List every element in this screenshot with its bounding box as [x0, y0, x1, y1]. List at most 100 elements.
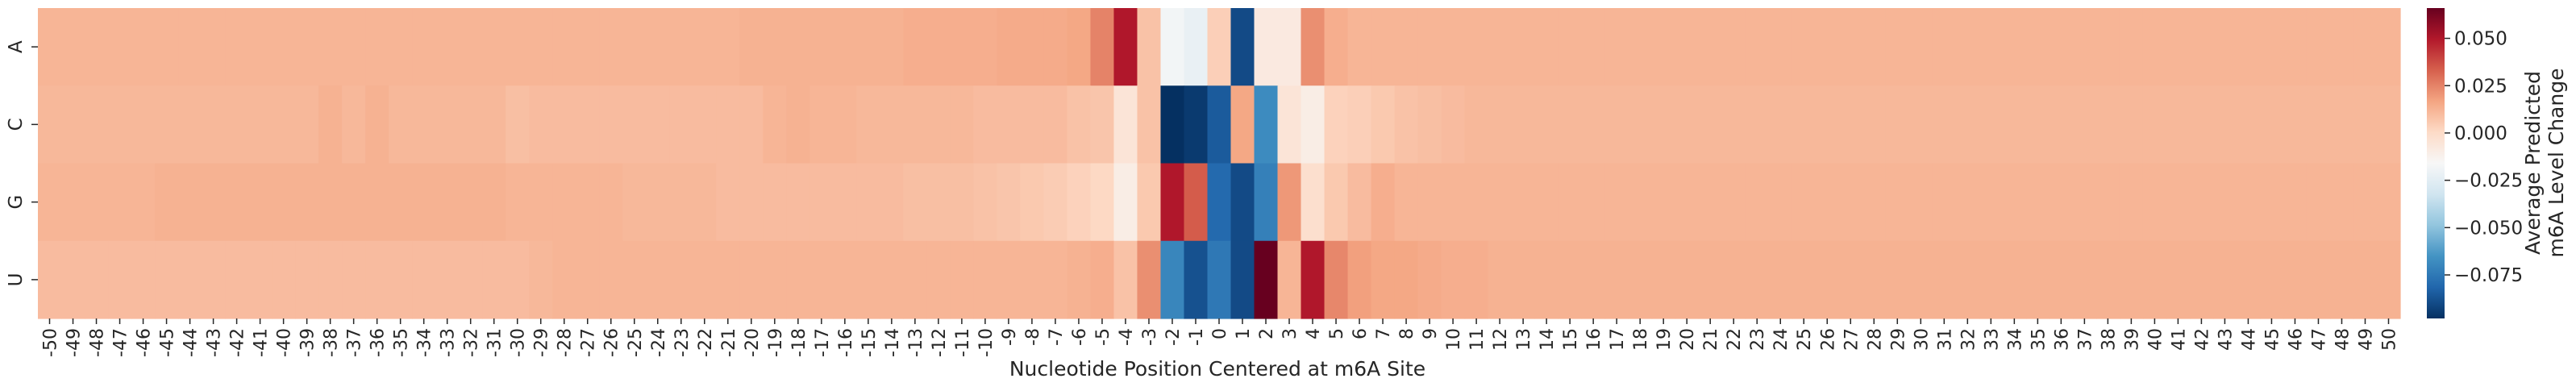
heatmap-cell: [1745, 8, 1770, 86]
heatmap-cell: [2119, 163, 2144, 242]
heatmap-cell: [2306, 8, 2331, 86]
heatmap-cell: [1113, 163, 1138, 242]
x-tick-label: -38: [322, 328, 342, 357]
heatmap-cell: [950, 8, 974, 86]
heatmap-cell: [2119, 85, 2144, 164]
heatmap-cell: [412, 85, 436, 164]
heatmap-cell: [576, 85, 600, 164]
heatmap-cell: [739, 163, 764, 242]
heatmap-cell: [61, 8, 85, 86]
heatmap-cell: [1932, 240, 1957, 319]
heatmap-cell: [131, 85, 156, 164]
heatmap-cell: [880, 85, 904, 164]
heatmap-cell: [1955, 163, 1980, 242]
heatmap-cell: [880, 163, 904, 242]
colorbar-label-line-2: m6A Level Change: [2545, 69, 2568, 258]
heatmap-cell: [1581, 85, 1606, 164]
heatmap-cell: [2259, 8, 2284, 86]
heatmap-cell: [38, 85, 62, 164]
heatmap-cell: [576, 240, 600, 319]
heatmap-cell: [1043, 8, 1068, 86]
heatmap-cell: [1815, 85, 1840, 164]
heatmap-cell: [1768, 240, 1793, 319]
heatmap-cell: [365, 240, 389, 319]
x-tick-label: -40: [275, 328, 295, 357]
heatmap-cell: [1254, 240, 1279, 319]
heatmap-cell: [1254, 85, 1279, 164]
heatmap-cell: [1838, 240, 1863, 319]
heatmap-cell: [1792, 8, 1817, 86]
heatmap-cell: [342, 240, 366, 319]
heatmap-cell: [1300, 163, 1325, 242]
heatmap-cell: [1160, 163, 1185, 242]
heatmap-cell: [1721, 163, 1746, 242]
heatmap-cell: [1675, 85, 1700, 164]
heatmap-cell: [2212, 85, 2237, 164]
heatmap-cell: [2236, 163, 2261, 242]
heatmap-cell: [786, 8, 810, 86]
heatmap-cell: [318, 8, 343, 86]
heatmap-cell: [2142, 85, 2167, 164]
heatmap-cell: [1207, 163, 1232, 242]
x-tick-label: 42: [2192, 328, 2212, 351]
x-tick-label: 38: [2099, 328, 2119, 351]
heatmap-cell: [389, 240, 413, 319]
heatmap-cell: [2306, 85, 2331, 164]
heatmap-cell: [1464, 8, 1489, 86]
heatmap-cell: [1347, 85, 1372, 164]
heatmap-cell: [809, 163, 834, 242]
heatmap-cell: [459, 163, 483, 242]
heatmap-cell: [1511, 85, 1536, 164]
x-tick-label: 30: [1912, 328, 1932, 351]
heatmap-cell: [365, 85, 389, 164]
heatmap-cell: [61, 163, 85, 242]
heatmap-cell: [1955, 8, 1980, 86]
heatmap-cell: [178, 85, 202, 164]
heatmap-cell: [2329, 240, 2354, 319]
heatmap-cell: [225, 240, 249, 319]
heatmap-cell: [1838, 163, 1863, 242]
x-tick-label: -20: [743, 328, 763, 357]
heatmap-cell: [295, 240, 319, 319]
heatmap-cell: [1160, 85, 1185, 164]
heatmap-cell: [926, 163, 951, 242]
x-tick-label: -9: [1000, 328, 1020, 346]
x-tick-label: -50: [41, 328, 61, 357]
x-tick-label: -41: [252, 328, 272, 357]
heatmap-cell: [622, 163, 647, 242]
heatmap-cell: [365, 8, 389, 86]
heatmap-cell: [622, 8, 647, 86]
heatmap-cell: [2353, 85, 2378, 164]
heatmap-cell: [2189, 240, 2214, 319]
heatmap-cell: [2002, 240, 2027, 319]
heatmap-cell: [856, 240, 880, 319]
heatmap-cell: [1604, 8, 1629, 86]
heatmap-cell: [435, 8, 460, 86]
heatmap-cell: [389, 8, 413, 86]
heatmap-cell: [1792, 85, 1817, 164]
heatmap-cell: [2002, 85, 2027, 164]
heatmap-cell: [155, 240, 179, 319]
heatmap-cell: [1721, 85, 1746, 164]
heatmap-cell: [1534, 8, 1559, 86]
heatmap-cell: [1371, 8, 1396, 86]
heatmap-cell: [1324, 85, 1349, 164]
heatmap-cell: [2306, 240, 2331, 319]
heatmap-cell: [763, 8, 787, 86]
heatmap-cell: [2189, 8, 2214, 86]
heatmap-cell: [1300, 85, 1325, 164]
heatmap-cell: [61, 240, 85, 319]
x-tick-label: 22: [1725, 328, 1745, 351]
heatmap-cell: [248, 8, 273, 86]
heatmap-cell: [318, 240, 343, 319]
heatmap-cell: [389, 163, 413, 242]
x-tick-label: -28: [556, 328, 576, 357]
heatmap-cell: [1230, 163, 1255, 242]
x-tick-label: 24: [1771, 328, 1792, 351]
heatmap-cell: [1908, 163, 1933, 242]
heatmap-cell: [2072, 8, 2097, 86]
heatmap-cell: [108, 8, 132, 86]
heatmap-cell: [1441, 85, 1466, 164]
heatmap-cell: [716, 240, 740, 319]
